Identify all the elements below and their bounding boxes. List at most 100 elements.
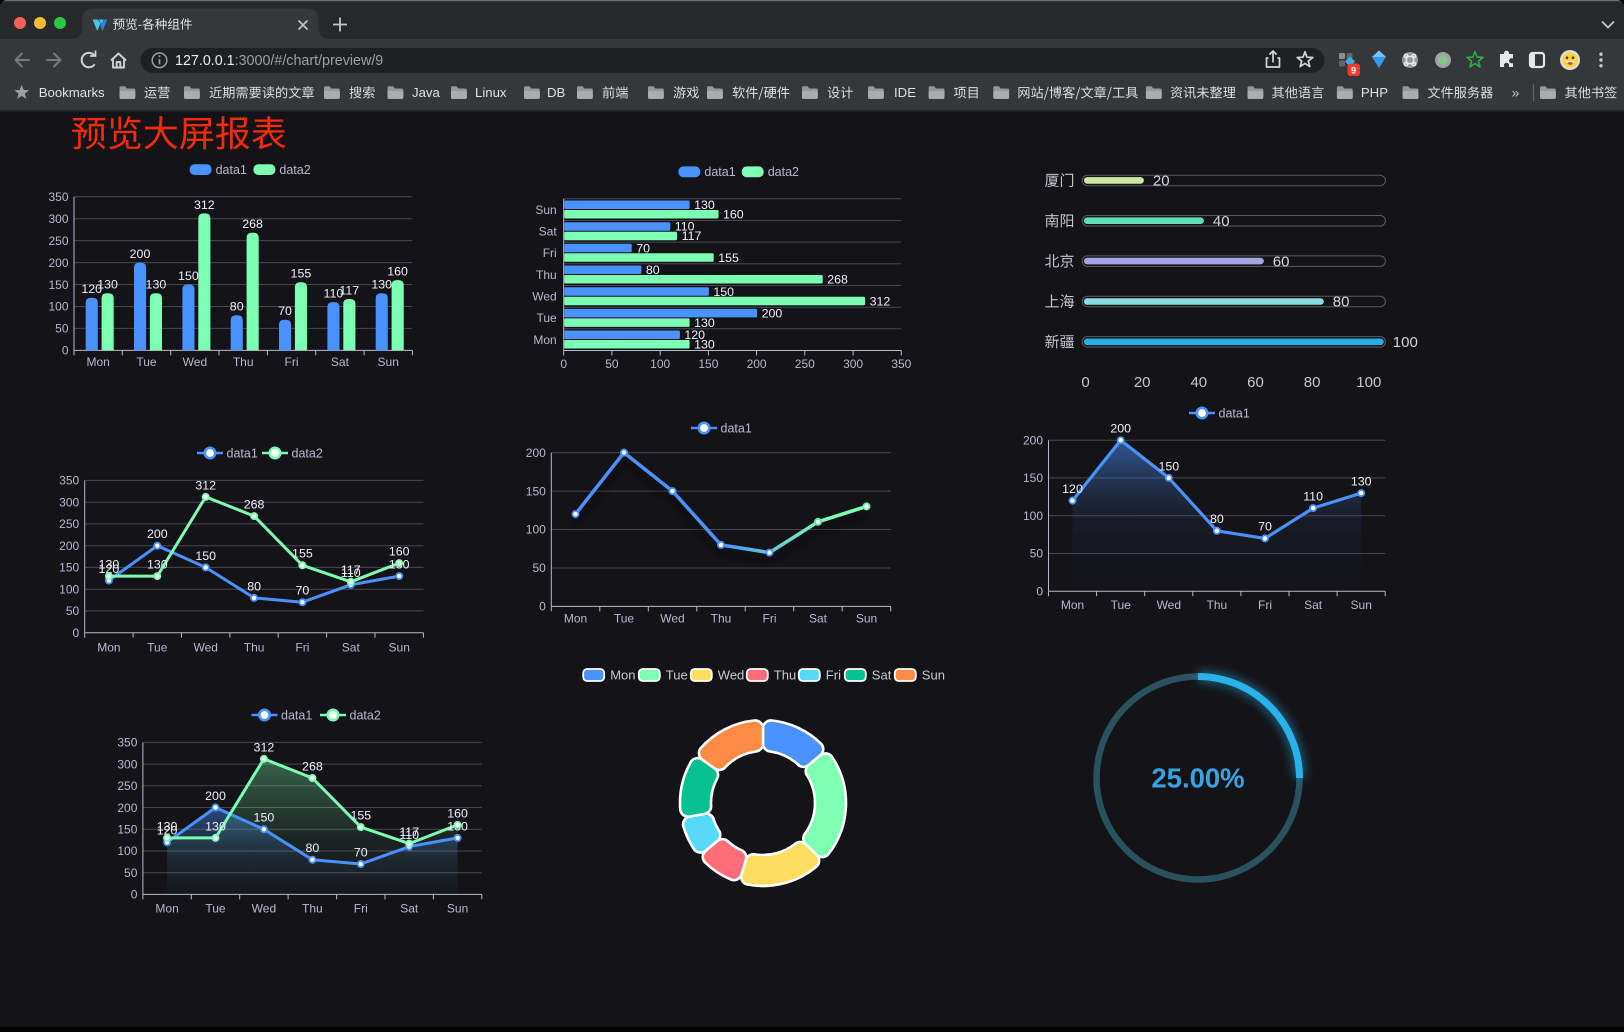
svg-text:250: 250 <box>59 517 79 531</box>
svg-text:312: 312 <box>254 740 275 754</box>
svg-text:DB: DB <box>547 85 566 100</box>
svg-text:150: 150 <box>254 811 275 825</box>
svg-text:50: 50 <box>55 322 69 336</box>
svg-text:Wed: Wed <box>660 612 684 626</box>
svg-text:110: 110 <box>675 220 695 234</box>
svg-text:data2: data2 <box>768 165 799 179</box>
svg-text:Sat: Sat <box>400 902 419 916</box>
svg-text:Sat: Sat <box>539 225 558 239</box>
svg-text:150: 150 <box>1158 459 1179 473</box>
svg-text:Mon: Mon <box>1061 598 1084 612</box>
svg-text:117: 117 <box>341 563 361 577</box>
svg-text:0: 0 <box>1036 584 1043 598</box>
svg-text:70: 70 <box>1258 520 1272 534</box>
svg-text:Fri: Fri <box>826 668 841 683</box>
svg-text:120: 120 <box>99 562 120 576</box>
svg-text:data1: data1 <box>721 421 752 435</box>
svg-text:130: 130 <box>694 338 715 352</box>
svg-text:data1: data1 <box>216 163 247 177</box>
svg-text:130: 130 <box>157 819 178 833</box>
svg-text:268: 268 <box>302 759 323 773</box>
svg-text:Thu: Thu <box>711 612 732 626</box>
svg-text:160: 160 <box>723 208 744 222</box>
svg-text:110: 110 <box>1303 490 1323 504</box>
svg-text:200: 200 <box>747 357 767 371</box>
svg-text:data2: data2 <box>292 446 323 460</box>
svg-text:50: 50 <box>66 604 80 618</box>
svg-text:Wed: Wed <box>718 668 745 683</box>
svg-text:300: 300 <box>843 357 863 371</box>
svg-text:Sun: Sun <box>922 668 945 683</box>
svg-text:Fri: Fri <box>285 355 299 369</box>
svg-text:Tue: Tue <box>536 311 557 325</box>
svg-text:130: 130 <box>97 278 118 292</box>
svg-text:Fri: Fri <box>543 246 557 260</box>
svg-text:Sun: Sun <box>389 641 410 655</box>
svg-text:data1: data1 <box>227 446 258 460</box>
svg-text:Wed: Wed <box>193 641 217 655</box>
svg-text:130: 130 <box>146 278 167 292</box>
svg-text:300: 300 <box>117 757 137 771</box>
svg-text:25.00%: 25.00% <box>1151 763 1244 794</box>
svg-text:Mon: Mon <box>97 641 120 655</box>
svg-text:Fri: Fri <box>354 902 368 916</box>
svg-text:60: 60 <box>1273 253 1290 270</box>
svg-text:80: 80 <box>247 579 261 593</box>
svg-text:110: 110 <box>324 287 344 301</box>
svg-text:Sat: Sat <box>1304 598 1323 612</box>
svg-text:130: 130 <box>1351 474 1372 488</box>
svg-text:Tue: Tue <box>205 902 226 916</box>
svg-text:117: 117 <box>399 825 419 839</box>
svg-text:100: 100 <box>526 523 546 537</box>
svg-text:Sun: Sun <box>447 902 468 916</box>
svg-text:20: 20 <box>1134 374 1151 391</box>
svg-text:150: 150 <box>713 285 734 299</box>
svg-text:350: 350 <box>48 190 68 204</box>
svg-text:Mon: Mon <box>155 902 178 916</box>
svg-text:160: 160 <box>387 265 408 279</box>
svg-text:Tue: Tue <box>136 355 157 369</box>
svg-text:Thu: Thu <box>536 268 557 282</box>
svg-text:150: 150 <box>698 357 718 371</box>
svg-text:268: 268 <box>244 497 265 511</box>
svg-text:150: 150 <box>526 484 546 498</box>
svg-text:70: 70 <box>278 304 292 318</box>
svg-text:0: 0 <box>560 357 567 371</box>
svg-text:100: 100 <box>650 357 670 371</box>
svg-text:40: 40 <box>1213 213 1230 230</box>
svg-text:Fri: Fri <box>763 612 777 626</box>
svg-text:150: 150 <box>195 549 216 563</box>
svg-text:80: 80 <box>306 841 320 855</box>
svg-text:100: 100 <box>1356 374 1381 391</box>
svg-text:312: 312 <box>194 198 215 212</box>
svg-text:130: 130 <box>694 198 715 212</box>
svg-text:Thu: Thu <box>302 902 323 916</box>
svg-text:200: 200 <box>762 306 783 320</box>
svg-text:50: 50 <box>1030 547 1044 561</box>
svg-text:117: 117 <box>682 229 702 243</box>
svg-text:268: 268 <box>242 217 263 231</box>
svg-text:Thu: Thu <box>233 355 254 369</box>
svg-text:Mon: Mon <box>564 612 587 626</box>
svg-text:data1: data1 <box>1219 406 1250 420</box>
svg-text:200: 200 <box>205 789 226 803</box>
svg-text:200: 200 <box>59 539 79 553</box>
svg-text:155: 155 <box>291 267 312 281</box>
svg-text:150: 150 <box>1023 471 1043 485</box>
svg-text:Tue: Tue <box>614 612 635 626</box>
svg-text:50: 50 <box>532 561 546 575</box>
svg-text:312: 312 <box>870 294 891 308</box>
svg-text:80: 80 <box>1333 294 1350 311</box>
svg-text:155: 155 <box>718 251 739 265</box>
svg-text:Sat: Sat <box>872 668 892 683</box>
svg-text:150: 150 <box>48 278 68 292</box>
svg-text:Mon: Mon <box>87 355 110 369</box>
svg-text:120: 120 <box>81 282 102 296</box>
svg-text:Thu: Thu <box>1207 598 1228 612</box>
svg-text:200: 200 <box>1110 422 1131 436</box>
svg-text:100: 100 <box>1023 509 1043 523</box>
svg-text:200: 200 <box>147 527 168 541</box>
svg-text:IDE: IDE <box>894 85 916 100</box>
svg-text:Sun: Sun <box>1351 598 1372 612</box>
svg-text:110: 110 <box>399 828 419 842</box>
